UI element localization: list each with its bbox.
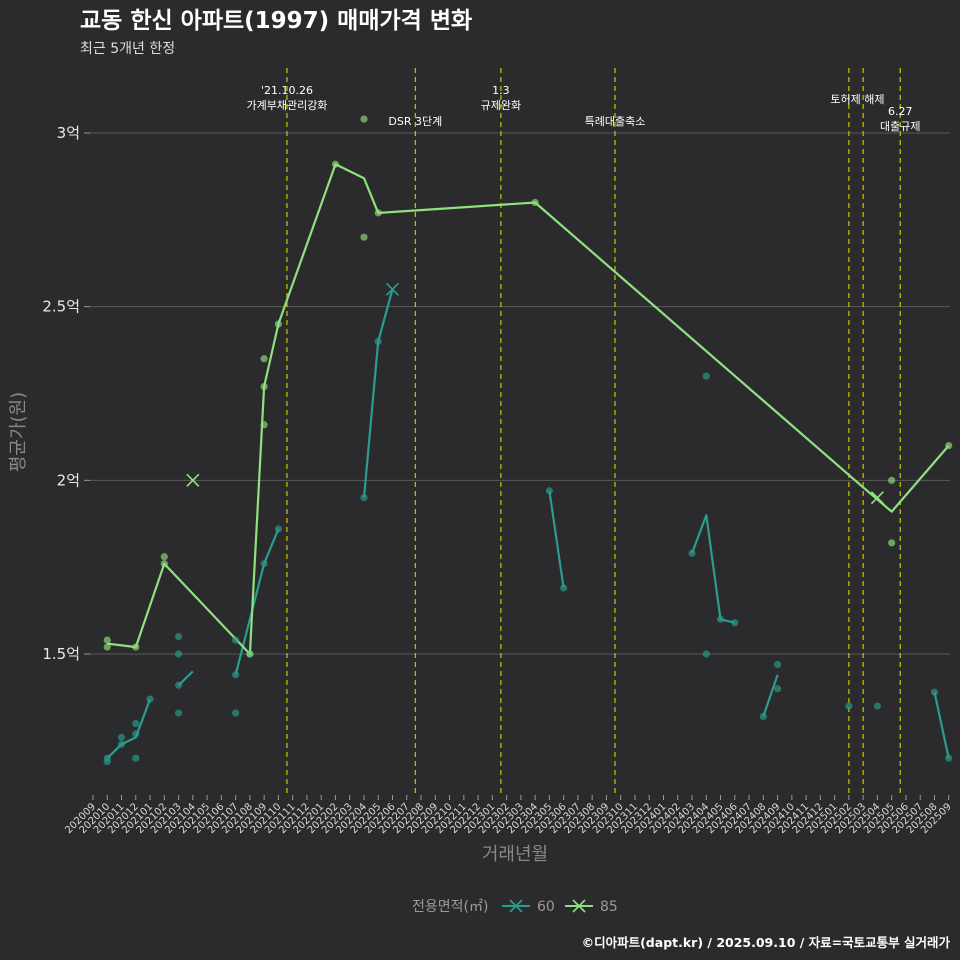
data-point-85	[260, 421, 268, 429]
series-line-60	[933, 691, 950, 759]
data-point-85	[274, 320, 283, 328]
y-tick-label: 2억	[57, 471, 80, 489]
data-point-60	[117, 740, 126, 748]
data-point-85	[888, 476, 896, 484]
data-point-60	[103, 754, 111, 762]
cross-marker-60	[385, 282, 400, 296]
data-point-60	[132, 754, 140, 762]
data-point-60	[174, 633, 183, 641]
series-points	[103, 115, 953, 766]
data-point-60	[560, 584, 568, 592]
data-point-60	[174, 709, 183, 717]
data-point-60	[545, 487, 553, 495]
data-point-60	[845, 702, 853, 710]
y-tick-label: 2.5억	[42, 298, 80, 316]
data-point-85	[160, 553, 168, 561]
data-point-85	[103, 636, 111, 644]
data-point-85	[160, 560, 168, 568]
legend: 전용면적(㎡) 60 85	[412, 899, 618, 915]
data-point-60	[688, 549, 696, 557]
series-line-60	[106, 698, 152, 759]
data-point-60	[873, 702, 882, 710]
chart-subtitle: 최근 5개년 한정	[80, 41, 175, 57]
data-point-85	[331, 160, 340, 168]
legend-title: 전용면적(㎡)	[412, 899, 488, 915]
annotation-label: 규제완화	[481, 99, 521, 112]
data-point-60	[274, 525, 283, 533]
data-point-85	[132, 643, 140, 651]
data-point-85	[246, 650, 254, 658]
legend-item-60: 60	[502, 899, 555, 915]
series-line-60	[548, 490, 565, 589]
data-point-60	[716, 615, 725, 623]
data-point-85	[260, 382, 268, 391]
policy-vlines	[286, 68, 901, 795]
data-point-60	[232, 636, 240, 644]
cross-marker-85	[186, 473, 200, 487]
data-point-60	[759, 712, 767, 721]
y-tick-label: 3억	[57, 124, 80, 142]
series-line-60	[762, 674, 779, 717]
annotation-label: DSR 3단계	[388, 115, 442, 128]
data-point-60	[731, 619, 739, 627]
data-point-85	[260, 355, 268, 363]
legend-item-85: 85	[565, 899, 618, 915]
annotation-label: 대출규제	[880, 120, 920, 133]
data-point-85	[360, 115, 368, 123]
data-point-85	[945, 442, 953, 450]
cross-marker-85	[870, 491, 884, 505]
data-point-85	[103, 643, 111, 651]
annotation-label: 1.3	[492, 84, 510, 97]
data-point-60	[930, 688, 939, 696]
data-point-85	[360, 233, 368, 241]
data-point-60	[773, 660, 782, 669]
y-tick-label: 1.5억	[42, 645, 80, 663]
chart-title: 교동 한신 아파트(1997) 매매가격 변화	[80, 8, 472, 34]
data-point-60	[232, 709, 240, 717]
data-point-60	[132, 730, 140, 738]
data-point-85	[531, 198, 539, 207]
data-point-60	[117, 733, 126, 741]
legend-cross-60	[509, 899, 523, 913]
legend-label-85: 85	[600, 899, 618, 915]
data-point-60	[174, 681, 183, 689]
data-point-60	[702, 372, 710, 380]
data-point-60	[702, 650, 710, 658]
legend-cross-85	[572, 899, 586, 913]
data-point-60	[146, 695, 154, 703]
legend-label-60: 60	[537, 899, 555, 915]
y-axis-title: 평균가(원)	[8, 392, 29, 472]
data-point-60	[132, 719, 140, 728]
y-tick-labels: 1.5억 2억 2.5억 3억	[42, 124, 80, 663]
annotation-label: 6.27	[888, 105, 913, 118]
annotation-label: '21.10.26	[261, 84, 313, 97]
annotation-label: 가계부채관리강화	[246, 99, 327, 112]
data-point-60	[374, 337, 382, 345]
data-point-60	[232, 671, 240, 679]
source-caption: ©디아파트(dapt.kr) / 2025.09.10 / 자료=국토교통부 실…	[582, 935, 951, 950]
data-point-60	[174, 650, 183, 658]
annotation-label: 특례대출축소	[585, 115, 646, 128]
x-axis-title: 거래년월	[482, 844, 548, 865]
data-point-60	[260, 560, 268, 568]
series-line-60	[690, 514, 736, 624]
annotation-label: 토허제 해제	[830, 92, 884, 106]
data-point-60	[360, 494, 368, 502]
data-point-85	[374, 209, 382, 217]
data-point-85	[888, 539, 896, 547]
data-point-60	[773, 685, 782, 693]
data-point-60	[945, 754, 953, 762]
y-gridlines	[84, 132, 950, 655]
